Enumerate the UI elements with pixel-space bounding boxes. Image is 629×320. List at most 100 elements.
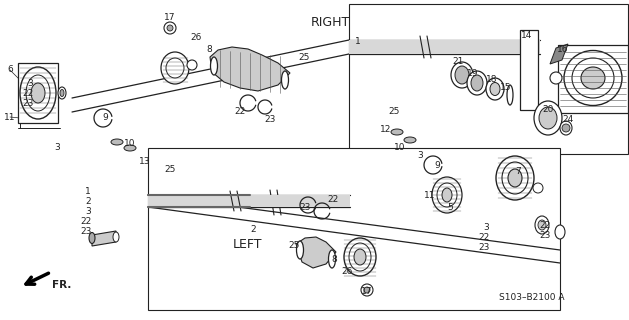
Ellipse shape [404,137,416,143]
Ellipse shape [535,216,549,234]
Text: 3: 3 [483,223,489,233]
Text: 14: 14 [521,30,533,39]
Ellipse shape [538,220,546,230]
Ellipse shape [555,225,565,239]
Text: 13: 13 [139,157,151,166]
Ellipse shape [328,250,335,268]
Circle shape [562,124,570,132]
Text: 15: 15 [500,83,512,92]
Text: 9: 9 [102,114,108,123]
Ellipse shape [124,145,136,151]
Circle shape [533,183,543,193]
Text: 3: 3 [417,150,423,159]
Ellipse shape [455,66,469,84]
Ellipse shape [560,121,572,135]
Text: 25: 25 [164,165,175,174]
Ellipse shape [60,90,64,97]
Text: 19: 19 [467,68,479,77]
Text: 18: 18 [486,76,498,84]
Text: FR.: FR. [52,280,71,290]
Ellipse shape [467,71,487,95]
Ellipse shape [508,169,522,187]
Ellipse shape [89,233,95,244]
Text: 23: 23 [22,99,34,108]
Ellipse shape [564,51,622,106]
Ellipse shape [432,177,462,213]
Text: 11: 11 [4,113,16,122]
Text: 3: 3 [85,207,91,217]
Ellipse shape [534,101,562,135]
Polygon shape [92,231,116,246]
Text: 3: 3 [54,143,60,153]
Text: 25: 25 [288,242,299,251]
Text: 10: 10 [394,143,406,153]
Text: 26: 26 [191,33,202,42]
Text: 26: 26 [342,267,353,276]
Text: RIGHT: RIGHT [310,15,350,28]
Text: 17: 17 [361,287,373,297]
Ellipse shape [581,67,605,89]
Circle shape [164,22,176,34]
Ellipse shape [507,85,513,105]
Ellipse shape [20,67,56,119]
Polygon shape [210,47,290,91]
Text: 25: 25 [388,108,399,116]
Bar [520,30,538,110]
Ellipse shape [539,107,557,129]
Polygon shape [148,148,560,310]
Text: 2: 2 [250,226,256,235]
Ellipse shape [471,75,483,91]
Text: 21: 21 [452,58,464,67]
Ellipse shape [211,57,218,75]
Ellipse shape [496,156,534,200]
Text: 9: 9 [434,161,440,170]
Ellipse shape [111,139,123,145]
Bar [148,195,350,207]
Text: 23: 23 [299,204,311,212]
Text: 22: 22 [479,234,489,243]
Text: 10: 10 [125,139,136,148]
Ellipse shape [282,71,289,89]
Circle shape [550,72,562,84]
Ellipse shape [391,129,403,135]
Ellipse shape [451,62,473,88]
Text: 22: 22 [23,89,33,98]
Text: LEFT: LEFT [232,238,262,252]
Text: 24: 24 [562,116,574,124]
Text: 2: 2 [85,197,91,206]
Ellipse shape [344,238,376,276]
Ellipse shape [161,52,189,84]
Text: 7: 7 [515,167,521,177]
Text: 20: 20 [542,106,554,115]
Ellipse shape [354,249,366,265]
Text: S103–B2100 A: S103–B2100 A [499,292,565,301]
Ellipse shape [31,83,45,103]
Text: 23: 23 [539,230,550,239]
Ellipse shape [296,241,304,259]
Text: 22: 22 [540,220,550,229]
Text: 22: 22 [235,108,246,116]
Bar [349,40,540,54]
Text: 17: 17 [164,13,175,22]
Circle shape [361,284,373,296]
Ellipse shape [113,232,119,242]
Text: 22: 22 [81,218,92,227]
Bar [558,45,628,113]
Polygon shape [296,237,336,268]
Text: 23: 23 [264,116,276,124]
Ellipse shape [490,83,500,95]
Text: 11: 11 [424,190,436,199]
Circle shape [187,60,197,70]
Text: 5: 5 [447,203,453,212]
Polygon shape [349,4,628,154]
Text: 8: 8 [206,45,212,54]
Text: 25: 25 [298,53,309,62]
Circle shape [364,287,370,293]
Ellipse shape [442,188,452,202]
Text: 1: 1 [85,188,91,196]
Text: 3: 3 [27,78,33,87]
Text: 22: 22 [327,196,338,204]
Ellipse shape [486,78,504,100]
Ellipse shape [58,87,66,99]
Bar [18,63,58,123]
